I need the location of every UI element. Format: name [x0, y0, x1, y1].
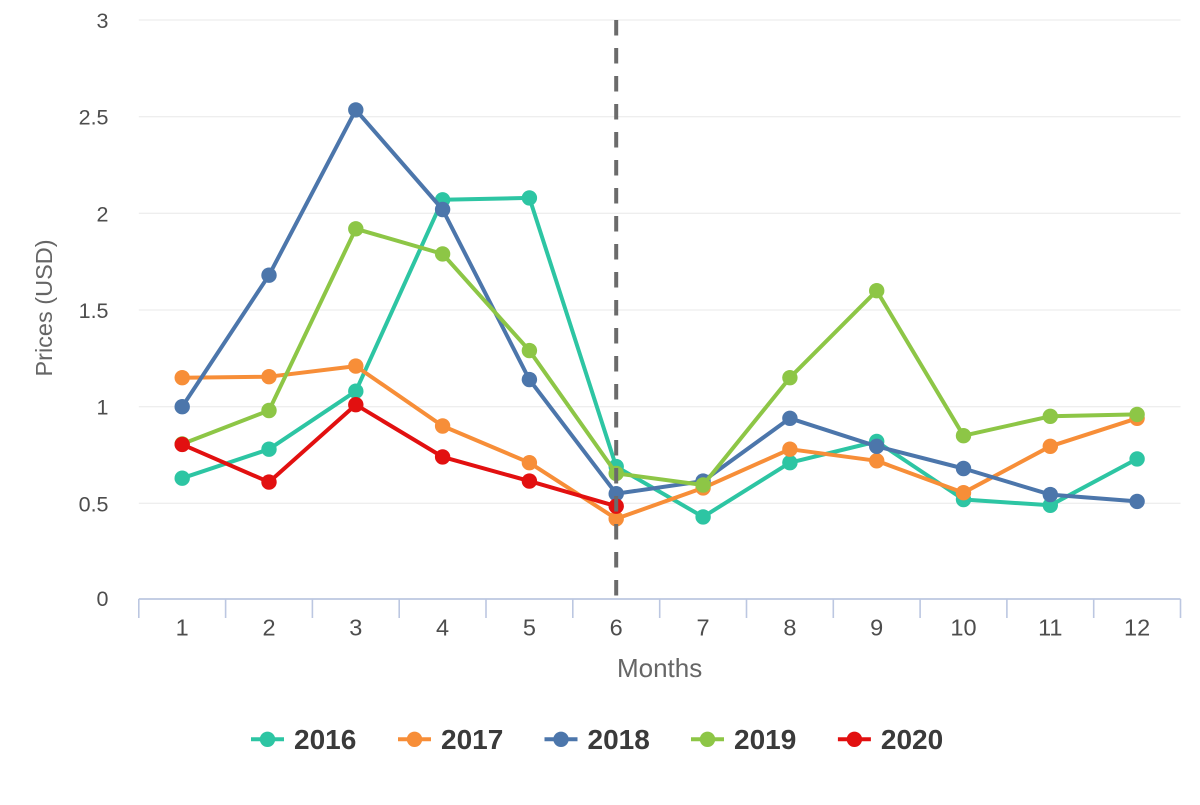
svg-text:3: 3: [349, 615, 362, 641]
svg-text:1: 1: [176, 615, 189, 641]
svg-text:6: 6: [610, 615, 623, 641]
svg-text:4: 4: [436, 615, 449, 641]
svg-text:0: 0: [97, 587, 109, 611]
svg-text:2: 2: [262, 615, 275, 641]
svg-text:9: 9: [870, 615, 883, 641]
svg-text:2017: 2017: [441, 724, 503, 755]
svg-text:2: 2: [97, 202, 109, 226]
svg-text:7: 7: [697, 615, 710, 641]
svg-text:Prices (USD): Prices (USD): [31, 239, 57, 376]
svg-text:2019: 2019: [734, 724, 796, 755]
svg-text:5: 5: [523, 615, 536, 641]
svg-text:1.5: 1.5: [79, 299, 109, 323]
svg-text:3: 3: [97, 9, 109, 33]
svg-text:2.5: 2.5: [79, 106, 109, 130]
svg-text:11: 11: [1038, 615, 1062, 641]
svg-text:Months: Months: [617, 653, 702, 683]
svg-text:2018: 2018: [588, 724, 650, 755]
svg-text:0.5: 0.5: [79, 492, 109, 516]
svg-text:1: 1: [97, 396, 109, 420]
svg-text:2016: 2016: [294, 724, 356, 755]
svg-text:10: 10: [950, 615, 976, 641]
svg-text:2020: 2020: [881, 724, 943, 755]
svg-text:8: 8: [783, 615, 796, 641]
svg-text:12: 12: [1124, 615, 1150, 641]
